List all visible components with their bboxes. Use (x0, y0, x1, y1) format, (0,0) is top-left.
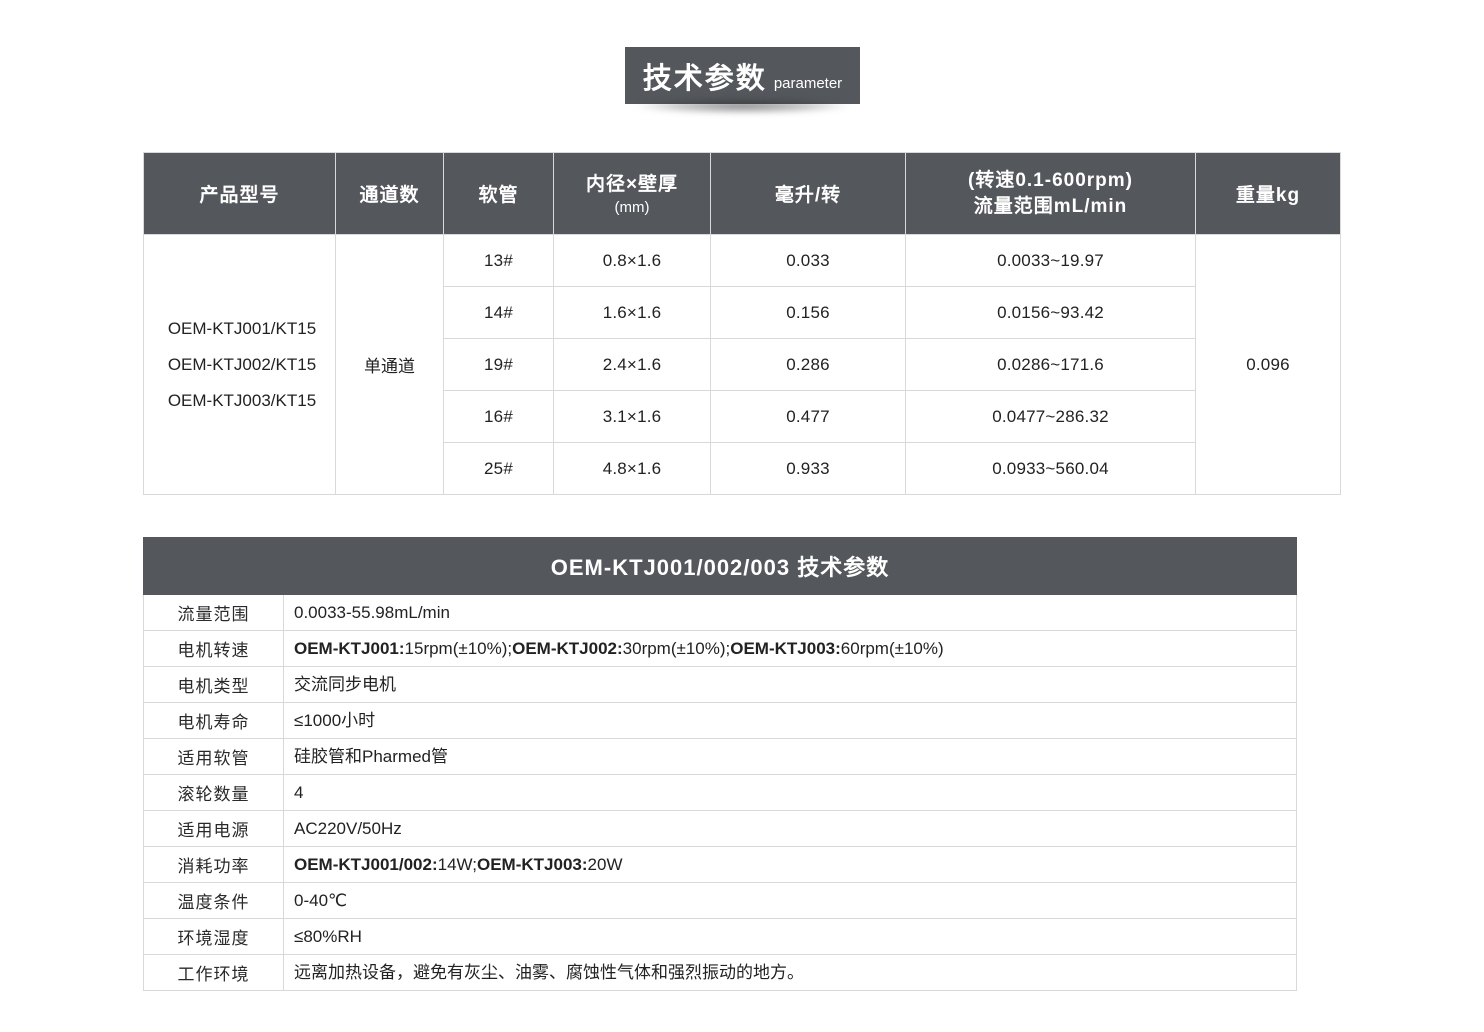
spec-row-value: 硅胶管和Pharmed管 (294, 747, 448, 766)
col-header-weight: 重量kg (1195, 152, 1341, 235)
product-model-3: OEM-KTJ003/KT15 (167, 390, 317, 410)
size-cell: 3.1×1.6 (553, 390, 711, 443)
detail-table-body: 流量范围 0.0033-55.98mL/min 电机转速 OEM-KTJ001:… (143, 595, 1297, 991)
spec-row: 流量范围 0.0033-55.98mL/min (144, 595, 1296, 631)
spec-row-value: 远离加热设备，避免有灰尘、油雾、腐蚀性气体和强烈振动的地方。 (294, 963, 804, 982)
spec-row: 温度条件 0-40℃ (144, 883, 1296, 919)
col-header-ml-per-rev: 毫升/转 (710, 152, 906, 235)
channel-cell: 单通道 (335, 234, 444, 495)
spec-row-label: 工作环境 (144, 955, 284, 990)
spec-row-label: 适用软管 (144, 739, 284, 774)
spec-row-label: 电机类型 (144, 667, 284, 702)
col-header-id-wall: 内径×壁厚 (mm) (553, 152, 711, 235)
spec-row-label: 适用电源 (144, 811, 284, 846)
spec-row-value: 0-40℃ (294, 891, 348, 910)
detail-table-title: OEM-KTJ001/002/003 技术参数 (143, 537, 1297, 595)
ml-per-rev-cell: 0.933 (710, 442, 906, 495)
size-cell: 0.8×1.6 (553, 234, 711, 287)
spec-data-row: 14# 1.6×1.6 0.156 0.0156~93.42 (144, 286, 1341, 339)
size-cell: 4.8×1.6 (553, 442, 711, 495)
spec-row-value: AC220V/50Hz (294, 819, 402, 838)
spec-row: 消耗功率 OEM-KTJ001/002: 14W; OEM-KTJ003: 20… (144, 847, 1296, 883)
spec-row-value: OEM-KTJ001/002: 14W; OEM-KTJ003: 20W (294, 855, 623, 874)
spec-header-row: 产品型号 通道数 软管 内径×壁厚 (mm) 毫升/转 (转速0.1-600rp… (143, 152, 1341, 235)
col-header-flow-range: (转速0.1-600rpm) 流量范围mL/min (905, 152, 1196, 235)
size-cell: 2.4×1.6 (553, 338, 711, 391)
product-model-1: OEM-KTJ001/KT15 (167, 318, 317, 338)
spec-row-value: ≤1000小时 (294, 711, 376, 730)
section-title-en: parameter (773, 75, 843, 92)
spec-row: 电机类型 交流同步电机 (144, 667, 1296, 703)
spec-row: 适用软管 硅胶管和Pharmed管 (144, 739, 1296, 775)
ml-per-rev-cell: 0.477 (710, 390, 906, 443)
spec-row: 电机寿命 ≤1000小时 (144, 703, 1296, 739)
spec-row-label: 温度条件 (144, 883, 284, 918)
spec-table: 产品型号 通道数 软管 内径×壁厚 (mm) 毫升/转 (转速0.1-600rp… (143, 152, 1341, 495)
spec-data-row: 19# 2.4×1.6 0.286 0.0286~171.6 (144, 338, 1341, 391)
col-header-tube: 软管 (443, 152, 554, 235)
spec-row-label: 电机寿命 (144, 703, 284, 738)
col-header-product-model: 产品型号 (143, 152, 336, 235)
weight-cell: 0.096 (1195, 234, 1341, 495)
tube-cell: 19# (443, 338, 554, 391)
spec-data-row: 25# 4.8×1.6 0.933 0.0933~560.04 (144, 442, 1341, 495)
flow-range-cell: 0.0156~93.42 (905, 286, 1196, 339)
product-model-cell: OEM-KTJ001/KT15 OEM-KTJ002/KT15 OEM-KTJ0… (143, 234, 336, 495)
col-header-id-wall-line1: 内径×壁厚 (585, 173, 679, 195)
section-title-cn: 技术参数 (642, 62, 767, 95)
tube-cell: 16# (443, 390, 554, 443)
tube-cell: 14# (443, 286, 554, 339)
tube-cell: 25# (443, 442, 554, 495)
col-header-flow-range-line1: (转速0.1-600rpm) (968, 169, 1133, 191)
spec-row-label: 滚轮数量 (144, 775, 284, 810)
spec-row-value: 0.0033-55.98mL/min (294, 603, 450, 622)
col-header-channels: 通道数 (335, 152, 444, 235)
ml-per-rev-cell: 0.286 (710, 338, 906, 391)
ml-per-rev-cell: 0.156 (710, 286, 906, 339)
flow-range-cell: 0.0933~560.04 (905, 442, 1196, 495)
spec-row: 电机转速 OEM-KTJ001: 15rpm(±10%); OEM-KTJ002… (144, 631, 1296, 667)
flow-range-cell: 0.0477~286.32 (905, 390, 1196, 443)
spec-row-label: 电机转速 (144, 631, 284, 666)
detail-table: OEM-KTJ001/002/003 技术参数 流量范围 0.0033-55.9… (143, 537, 1297, 991)
section-title-badge: 技术参数 parameter (625, 47, 860, 104)
spec-row-value: ≤80%RH (294, 927, 362, 946)
tube-cell: 13# (443, 234, 554, 287)
spec-data-row: OEM-KTJ001/KT15 OEM-KTJ002/KT15 OEM-KTJ0… (143, 234, 1341, 495)
flow-range-cell: 0.0286~171.6 (905, 338, 1196, 391)
spec-data-row: 16# 3.1×1.6 0.477 0.0477~286.32 (144, 390, 1341, 443)
spec-row-label: 环境湿度 (144, 919, 284, 954)
spec-row: 环境湿度 ≤80%RH (144, 919, 1296, 955)
product-model-2: OEM-KTJ002/KT15 (167, 354, 317, 374)
col-header-id-wall-unit: (mm) (614, 198, 650, 216)
spec-row: 适用电源 AC220V/50Hz (144, 811, 1296, 847)
spec-row: 滚轮数量 4 (144, 775, 1296, 811)
spec-row-value: OEM-KTJ001: 15rpm(±10%); OEM-KTJ002: 30r… (294, 639, 944, 658)
spec-row-value: 4 (294, 783, 304, 802)
spec-row: 工作环境 远离加热设备，避免有灰尘、油雾、腐蚀性气体和强烈振动的地方。 (144, 955, 1296, 990)
spec-row-value: 交流同步电机 (294, 675, 396, 694)
flow-range-cell: 0.0033~19.97 (905, 234, 1196, 287)
spec-row-label: 消耗功率 (144, 847, 284, 882)
col-header-flow-range-line2: 流量范围mL/min (973, 195, 1128, 217)
ml-per-rev-cell: 0.033 (710, 234, 906, 287)
size-cell: 1.6×1.6 (553, 286, 711, 339)
spec-row-label: 流量范围 (144, 595, 284, 630)
